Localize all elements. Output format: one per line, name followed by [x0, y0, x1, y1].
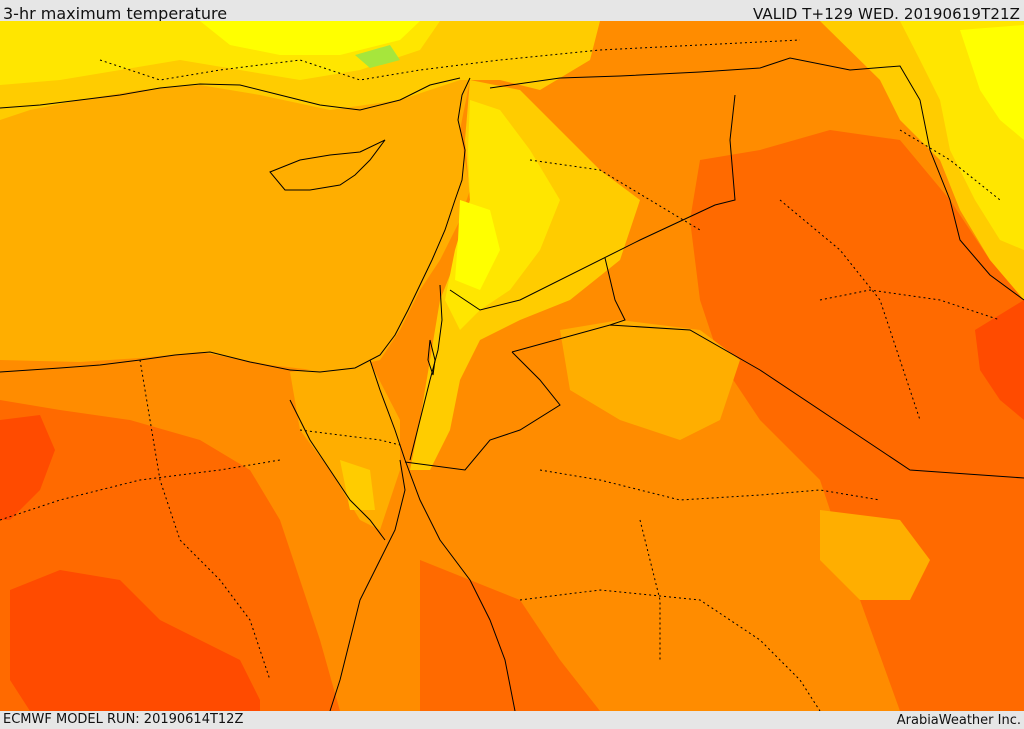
temp-field-iraq-dark [690, 130, 1024, 711]
temp-field-iran-bright [960, 25, 1024, 140]
country-borders [369, 57, 1024, 479]
red-sea-coast [289, 399, 406, 711]
temp-field-arabia-gold-2 [820, 510, 930, 600]
map-title: 3-hr maximum temperature [3, 4, 228, 23]
temp-field-arabia-dark [420, 560, 600, 711]
admin-iran-1 [899, 129, 1001, 201]
credit-label: ArabiaWeather Inc. [896, 713, 1021, 728]
temp-field-green-patch [355, 45, 400, 68]
temp-field-levant-bright [455, 200, 500, 290]
temp-field-iraq-red [975, 300, 1024, 420]
temp-field-egypt-red [0, 415, 55, 520]
border-jordan-iraq [604, 257, 626, 326]
admin-saudi-1 [539, 469, 881, 501]
border-jordan-saudi [511, 324, 1024, 479]
turkey-coast [0, 77, 461, 111]
egypt-coast [0, 351, 291, 373]
dead-sea [427, 339, 436, 376]
temp-field-sinai-gold [290, 362, 400, 530]
temp-field-north-bright [200, 21, 420, 55]
admin-syria-1 [529, 159, 701, 231]
border-jordan-saudi-2 [404, 351, 561, 471]
cyprus-outline [269, 139, 386, 191]
border-syria-iraq [489, 57, 1024, 301]
temp-field-egypt-red-2 [10, 570, 260, 711]
levant-coast [289, 77, 471, 373]
gulf-aqaba-coast [404, 459, 516, 711]
map-svg [0, 21, 1024, 711]
footer-bar: ECMWF MODEL RUN: 20190614T12Z ArabiaWeat… [0, 711, 1024, 729]
coastlines [0, 77, 516, 711]
admin-iraq-2 [819, 289, 1001, 321]
header-bar: 3-hr maximum temperature VALID T+129 WED… [0, 0, 1024, 23]
border-syria-iraq-south [449, 94, 736, 311]
model-run-label: ECMWF MODEL RUN: 20190614T12Z [3, 712, 244, 727]
admin-iraq-1 [779, 199, 921, 421]
admin-saudi-2 [519, 589, 821, 711]
valid-time: VALID T+129 WED. 20190619T21Z [753, 5, 1020, 23]
border-israel-jordan [409, 284, 443, 461]
temp-field-arabia-gold [560, 320, 740, 440]
admin-boundaries [0, 39, 1001, 711]
temperature-map [0, 21, 1024, 711]
temp-field-levant-gold [410, 80, 640, 470]
